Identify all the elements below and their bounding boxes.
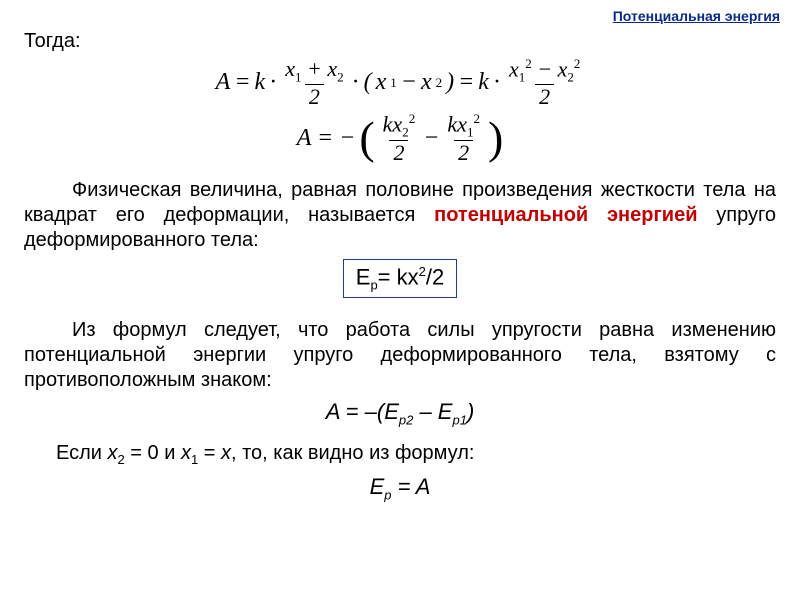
eq1-f2-x2-sup: 2 [574,56,581,71]
eq2-f2-sub: 1 [467,125,474,140]
final-equation: Ep = A [24,474,776,502]
eq1-dot3: · [493,69,501,96]
eq2-f1-sub: 2 [402,125,409,140]
eq1-f2-x2-sub: 2 [567,70,574,85]
eq2-f2-num: kx [447,112,467,137]
boxed-E: E [356,264,371,289]
ep-pre: E [370,474,385,499]
paragraph-3: Если x2 = 0 и x1 = x, то, как видно из ф… [24,441,776,468]
eq1-f2-den: 2 [535,84,554,108]
highlight-term: потенциальной энергией [434,204,697,226]
p3-x1: x [181,442,191,464]
eq2-frac2: kx12 2 [443,112,484,163]
eq2-frac1: kx22 2 [379,112,420,163]
eq1-frac2: x12 − x22 2 [505,57,584,108]
eq1-k2: k [478,69,489,96]
boxed-rest: = kx [378,264,419,289]
we-pre: A = –(E [326,399,399,424]
eq2-minus: − [423,125,439,152]
eq2-f2-den: 2 [454,140,473,164]
we-s2: p1 [452,412,466,427]
p3-t2: = 0 и [125,442,181,464]
eq1-eq2: = [458,69,474,96]
p3-x: x [221,442,231,464]
equation-1: A = k · x1 + x2 2 · (x1 − x2) = k · x12 … [24,57,776,108]
eq1-mid-x2: x [421,69,432,96]
eq1-x2-sub: 2 [337,70,344,85]
we-mid: – E [413,399,452,424]
boxed-tail: /2 [426,264,444,289]
eq2-f1-num: kx [383,112,403,137]
p3-t1: Если [56,442,108,464]
paragraph-2: Из формул следует, что работа силы упруг… [24,318,776,393]
eq1-x1: x [285,56,295,81]
eq1-paren-close: ) [446,69,454,96]
boxed-sub: p [370,278,377,293]
eq2-paren-r: ) [488,120,503,157]
eq1-x2: x [327,56,337,81]
eq1-paren-open: ( [364,69,372,96]
boxed-formula-row: Ep= kx2/2 [24,253,776,304]
boxed-sup: 2 [419,264,426,279]
eq1-mid-x2-sub: 2 [436,75,443,91]
p3-t3: = [198,442,221,464]
header-link[interactable]: Потенциальная энергия [613,8,780,24]
eq1-f2-x1: x [509,56,519,81]
eq1-lhs: A [216,69,231,96]
eq1-f2-x2: x [558,56,568,81]
eq1-mid-x1: x [376,69,387,96]
eq1-eq: = [234,69,250,96]
ep-post: = A [391,474,430,499]
eq1-f2-minus: − [532,56,558,81]
eq1-frac1-den: 2 [305,84,324,108]
equation-2: A = − ( kx22 2 − kx12 2 ) [24,112,776,163]
p3-x2-sub: 2 [118,452,125,467]
eq1-mid-minus: − [401,69,417,96]
eq1-dot2: · [352,69,360,96]
definition-paragraph: Физическая величина, равная половине про… [24,178,776,253]
eq2-f1-sup: 2 [409,111,416,126]
eq1-dot1: · [269,69,277,96]
eq2-f1-den: 2 [389,140,408,164]
eq1-plus: + [301,56,327,81]
eq1-mid-x1-sub: 1 [390,75,397,91]
eq1-frac1: x1 + x2 2 [281,57,347,108]
work-equation: A = –(Ep2 – Ep1) [24,399,776,427]
eq2-paren-l: ( [359,120,374,157]
p3-x2: x [108,442,118,464]
eq1-f2-x1-sub: 1 [519,70,526,85]
then-label: Тогда: [24,30,776,53]
p3-t4: , то, как видно из формул: [231,442,474,464]
eq2-lhs: A = − [297,125,356,152]
eq2-f2-sup: 2 [473,111,480,126]
eq1-k: k [255,69,266,96]
we-s1: p2 [399,412,413,427]
boxed-formula: Ep= kx2/2 [343,259,457,298]
we-post: ) [467,399,474,424]
